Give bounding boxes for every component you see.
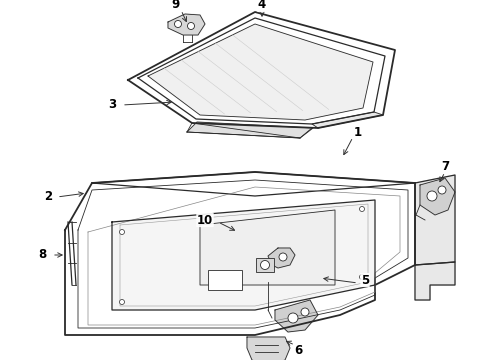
Polygon shape (200, 210, 335, 285)
Polygon shape (268, 248, 295, 268)
Text: 6: 6 (294, 343, 302, 356)
Polygon shape (168, 14, 205, 35)
Bar (208, 270, 242, 290)
Text: 10: 10 (197, 213, 213, 226)
Circle shape (427, 191, 437, 201)
Circle shape (279, 253, 287, 261)
Circle shape (288, 313, 298, 323)
Polygon shape (275, 300, 318, 332)
Polygon shape (128, 12, 395, 128)
Polygon shape (415, 262, 455, 300)
Circle shape (188, 22, 195, 30)
Circle shape (360, 207, 365, 211)
Text: 8: 8 (38, 248, 46, 261)
Text: 7: 7 (441, 161, 449, 174)
Polygon shape (92, 172, 415, 196)
Circle shape (261, 261, 270, 270)
Circle shape (438, 186, 446, 194)
Text: 2: 2 (44, 190, 52, 203)
Polygon shape (247, 337, 290, 360)
Circle shape (301, 308, 309, 316)
Text: 3: 3 (108, 99, 116, 112)
Text: 4: 4 (258, 0, 266, 12)
Polygon shape (420, 178, 455, 215)
Polygon shape (65, 172, 415, 335)
Text: 9: 9 (171, 0, 179, 12)
Text: 5: 5 (361, 274, 369, 287)
Bar (256, 258, 274, 272)
Polygon shape (148, 24, 373, 120)
Polygon shape (312, 112, 383, 128)
Circle shape (360, 274, 365, 279)
Polygon shape (415, 175, 455, 265)
Circle shape (120, 230, 124, 234)
Circle shape (174, 21, 181, 27)
Text: 1: 1 (354, 126, 362, 139)
Polygon shape (112, 200, 375, 310)
Circle shape (120, 300, 124, 305)
Polygon shape (187, 122, 313, 138)
